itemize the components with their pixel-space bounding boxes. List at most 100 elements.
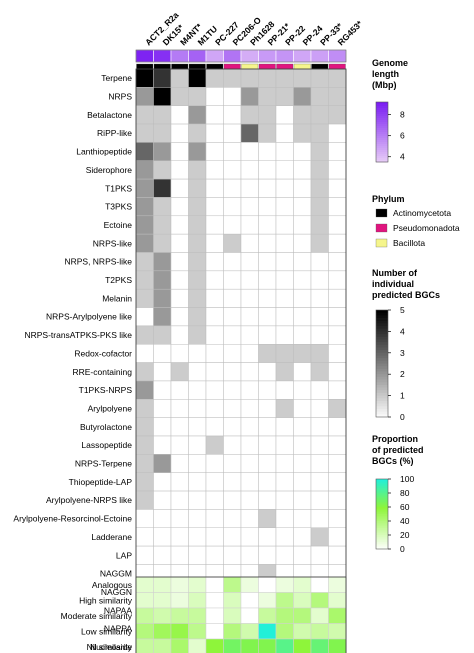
bgc-count-cell <box>240 417 259 437</box>
bgc-count-cell <box>153 472 172 492</box>
count-colorbar-segment <box>376 408 388 413</box>
proportion-colorbar-segment <box>376 517 388 520</box>
bgc-count-cell <box>205 344 224 363</box>
bgc-count-cell <box>135 399 154 418</box>
similarity-cell <box>275 592 294 609</box>
bgc-count-cell <box>205 178 224 198</box>
genome-length-cell <box>153 49 172 63</box>
genome-colorbar-segment <box>376 148 388 151</box>
count-colorbar-segment <box>376 342 388 346</box>
bgc-count-cell <box>275 252 294 272</box>
bgc-count-cell <box>170 87 189 106</box>
proportion-colorbar-segment <box>376 505 388 508</box>
bgc-count-cell <box>293 380 312 400</box>
similarity-grid-border <box>135 576 347 653</box>
bgc-count-cell <box>135 454 154 473</box>
similarity-label: Nil similarity <box>87 642 133 652</box>
bgc-count-cell <box>153 380 172 400</box>
similarity-cell <box>153 576 172 593</box>
proportion-colorbar-segment <box>376 480 388 483</box>
bgc-count-cell <box>153 270 172 290</box>
proportion-colorbar-segment <box>376 538 388 541</box>
bgc-count-cell <box>135 435 154 455</box>
proportion-colorbar-segment <box>376 503 388 506</box>
bgc-count-cell <box>153 87 172 106</box>
bgc-count-cell <box>240 68 259 88</box>
bgc-count-cell <box>258 252 277 272</box>
phylum-swatch <box>375 208 388 218</box>
proportion-colorbar-segment <box>376 510 388 513</box>
count-colorbar-segment <box>376 406 388 410</box>
bgc-count-cell <box>328 252 347 272</box>
bgc-count-cell <box>205 215 224 235</box>
similarity-cell <box>205 623 224 640</box>
count-tick-label: 0 <box>400 412 405 422</box>
bgc-count-cell <box>205 142 224 161</box>
phylum-swatch <box>375 238 388 248</box>
bgc-count-cell <box>223 105 242 125</box>
genome-colorbar-segment <box>376 154 388 157</box>
bgc-count-cell <box>258 142 277 161</box>
bgc-count-cell <box>310 252 329 272</box>
bgc-count-cell <box>135 142 154 161</box>
bgc-count-cell <box>310 472 329 492</box>
count-colorbar-segment <box>376 326 388 330</box>
proportion-colorbar-segment <box>376 484 388 487</box>
bgc-count-cell <box>153 417 172 437</box>
bgc-count-cell <box>258 105 277 125</box>
bgc-type-label: NAPPA <box>104 624 133 634</box>
bgc-count-cell <box>153 197 172 217</box>
bgc-type-label: NAGGN <box>101 587 132 597</box>
similarity-cell <box>153 592 172 609</box>
count-colorbar-segment <box>376 411 388 415</box>
bgc-count-cell <box>153 160 172 180</box>
bgc-count-cell <box>188 215 207 235</box>
bgc-count-cell <box>275 344 294 363</box>
count-colorbar-segment <box>376 360 388 364</box>
phylum-row <box>136 63 346 71</box>
bgc-type-label: Ectoine <box>104 220 133 230</box>
bgc-type-label: LAP <box>116 550 132 560</box>
bgc-count-cell <box>223 380 242 400</box>
bgc-count-cell <box>223 362 242 382</box>
bgc-count-cell <box>240 105 259 125</box>
bgc-count-cell <box>240 472 259 492</box>
bgc-count-cell <box>188 197 207 217</box>
bgc-count-cell <box>258 454 277 473</box>
bgc-count-cell <box>293 307 312 327</box>
similarity-cell <box>205 638 224 653</box>
bgc-count-cell <box>275 288 294 308</box>
similarity-cell <box>170 592 189 609</box>
bgc-count-cell <box>188 454 207 473</box>
bgc-count-cell <box>328 288 347 308</box>
count-colorbar-segment <box>376 315 388 319</box>
bgc-count-cell <box>275 399 294 418</box>
similarity-cell <box>293 592 312 609</box>
bgc-count-cell <box>328 197 347 217</box>
proportion-colorbar-segment <box>376 515 388 518</box>
bgc-count-cell <box>153 509 172 528</box>
count-colorbar-segment <box>376 374 388 378</box>
genome-length-cell <box>205 49 224 63</box>
genome-length-cell <box>258 49 277 63</box>
bgc-type-label: NRPS-Arylpolyene like <box>46 312 132 322</box>
bgc-count-cell <box>170 215 189 235</box>
count-colorbar-segment <box>376 403 388 407</box>
genome-colorbar-segment <box>376 126 388 129</box>
main-grid-border <box>135 68 347 653</box>
phylum-legend-label: Bacillota <box>393 238 425 248</box>
bgc-count-cell <box>240 325 259 345</box>
proportion-colorbar-segment <box>376 487 388 490</box>
count-colorbar-segment <box>376 414 388 418</box>
similarity-cell <box>240 592 259 609</box>
bgc-count-cell <box>223 509 242 528</box>
genome-tick-label: 8 <box>400 110 405 120</box>
genome-length-cell <box>310 49 329 63</box>
bgc-count-cell <box>293 490 312 510</box>
genome-colorbar-segment <box>376 136 388 139</box>
genome-length-row <box>135 49 347 63</box>
bgc-count-cell <box>170 545 189 565</box>
bgc-count-cell <box>275 490 294 510</box>
phylum-legend-label: Actinomycetota <box>393 208 451 218</box>
bgc-count-cell <box>328 68 347 88</box>
